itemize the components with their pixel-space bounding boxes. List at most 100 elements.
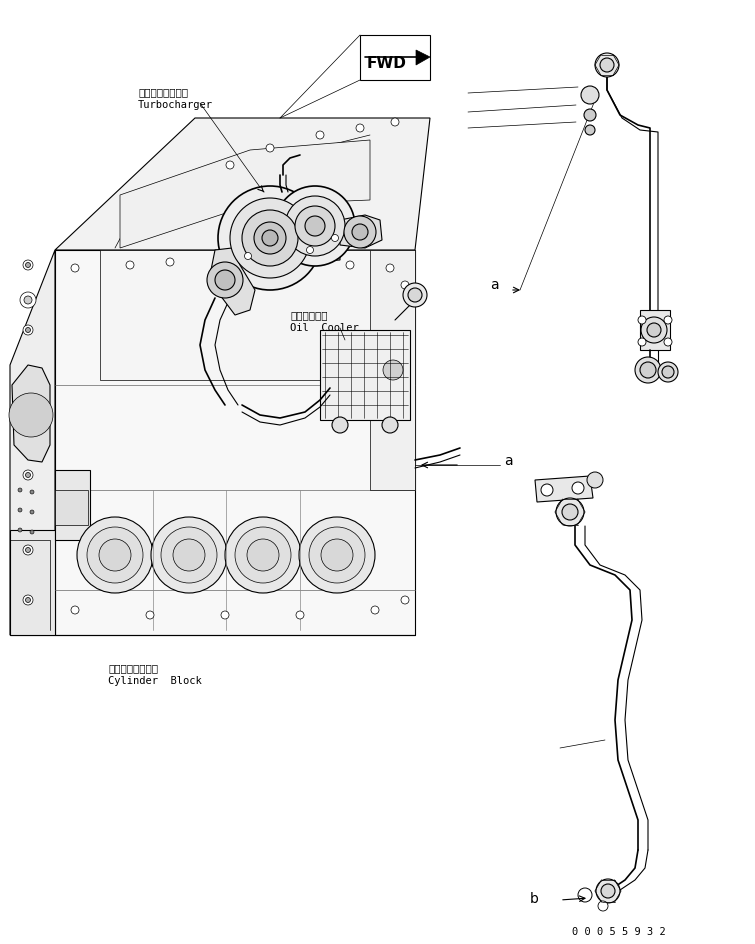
Text: a: a bbox=[490, 278, 498, 292]
Text: a: a bbox=[504, 454, 513, 468]
Circle shape bbox=[587, 472, 603, 488]
Circle shape bbox=[584, 109, 596, 121]
Circle shape bbox=[383, 360, 403, 380]
Circle shape bbox=[321, 539, 353, 571]
Circle shape bbox=[309, 527, 365, 583]
Circle shape bbox=[26, 598, 30, 602]
Circle shape bbox=[295, 206, 335, 246]
Polygon shape bbox=[10, 250, 55, 635]
Polygon shape bbox=[10, 530, 55, 635]
Circle shape bbox=[640, 362, 656, 378]
Text: オイルクーラ: オイルクーラ bbox=[290, 310, 328, 320]
Circle shape bbox=[23, 595, 33, 605]
Circle shape bbox=[18, 508, 22, 512]
Circle shape bbox=[581, 86, 599, 104]
Circle shape bbox=[562, 504, 578, 520]
Circle shape bbox=[331, 234, 338, 242]
Circle shape bbox=[352, 224, 368, 240]
Circle shape bbox=[221, 611, 229, 619]
Circle shape bbox=[87, 527, 143, 583]
Circle shape bbox=[26, 548, 30, 552]
Circle shape bbox=[408, 288, 422, 302]
Circle shape bbox=[161, 527, 217, 583]
Circle shape bbox=[26, 262, 30, 267]
Circle shape bbox=[26, 328, 30, 332]
Circle shape bbox=[391, 118, 399, 126]
Circle shape bbox=[254, 222, 286, 254]
Circle shape bbox=[316, 131, 324, 139]
Polygon shape bbox=[320, 330, 410, 420]
Circle shape bbox=[296, 611, 304, 619]
Polygon shape bbox=[640, 310, 670, 350]
Text: 0 0 0 5 5 9 3 2: 0 0 0 5 5 9 3 2 bbox=[572, 927, 666, 937]
Polygon shape bbox=[100, 250, 380, 380]
Circle shape bbox=[332, 417, 348, 433]
Circle shape bbox=[578, 888, 592, 902]
Circle shape bbox=[285, 196, 345, 256]
Polygon shape bbox=[360, 35, 430, 80]
Text: b: b bbox=[530, 892, 539, 906]
Circle shape bbox=[23, 545, 33, 555]
Circle shape bbox=[242, 210, 298, 266]
Circle shape bbox=[356, 124, 364, 132]
Text: FWD: FWD bbox=[367, 57, 407, 72]
Text: シリンダブロック: シリンダブロック bbox=[108, 663, 158, 673]
Circle shape bbox=[541, 484, 553, 496]
Polygon shape bbox=[416, 50, 430, 65]
Polygon shape bbox=[370, 250, 415, 490]
Circle shape bbox=[226, 161, 234, 169]
Circle shape bbox=[207, 262, 243, 298]
Circle shape bbox=[23, 470, 33, 480]
Circle shape bbox=[635, 357, 661, 383]
Text: Cylinder  Block: Cylinder Block bbox=[108, 676, 202, 686]
Circle shape bbox=[572, 482, 584, 494]
Circle shape bbox=[664, 316, 672, 324]
Circle shape bbox=[99, 539, 131, 571]
Circle shape bbox=[275, 186, 355, 266]
Circle shape bbox=[151, 517, 227, 593]
Circle shape bbox=[71, 264, 79, 272]
Circle shape bbox=[146, 611, 154, 619]
Polygon shape bbox=[210, 248, 255, 315]
Circle shape bbox=[23, 325, 33, 335]
Circle shape bbox=[26, 473, 30, 478]
Circle shape bbox=[401, 596, 409, 604]
Circle shape bbox=[173, 539, 205, 571]
Circle shape bbox=[598, 901, 608, 911]
Circle shape bbox=[71, 606, 79, 614]
Polygon shape bbox=[55, 118, 430, 250]
Circle shape bbox=[245, 252, 251, 260]
Polygon shape bbox=[12, 365, 50, 462]
Circle shape bbox=[30, 490, 34, 494]
Circle shape bbox=[641, 317, 667, 343]
Circle shape bbox=[386, 264, 394, 272]
Circle shape bbox=[401, 281, 409, 289]
Circle shape bbox=[257, 231, 263, 239]
Circle shape bbox=[126, 261, 134, 269]
Text: Oil  Cooler: Oil Cooler bbox=[290, 323, 359, 333]
Circle shape bbox=[556, 498, 584, 526]
Polygon shape bbox=[55, 490, 88, 525]
Circle shape bbox=[403, 283, 427, 307]
Circle shape bbox=[596, 879, 620, 903]
Circle shape bbox=[346, 261, 354, 269]
Polygon shape bbox=[120, 140, 370, 248]
Circle shape bbox=[382, 417, 398, 433]
Circle shape bbox=[24, 296, 32, 304]
Polygon shape bbox=[340, 215, 382, 248]
Circle shape bbox=[377, 354, 409, 386]
Circle shape bbox=[166, 258, 174, 266]
Circle shape bbox=[215, 270, 235, 290]
Circle shape bbox=[664, 338, 672, 346]
Circle shape bbox=[262, 230, 278, 246]
Circle shape bbox=[225, 517, 301, 593]
Circle shape bbox=[30, 530, 34, 534]
Circle shape bbox=[235, 527, 291, 583]
Circle shape bbox=[218, 186, 322, 290]
Circle shape bbox=[371, 606, 379, 614]
Polygon shape bbox=[535, 476, 593, 502]
Circle shape bbox=[9, 393, 53, 437]
Circle shape bbox=[30, 510, 34, 514]
Circle shape bbox=[18, 528, 22, 532]
Circle shape bbox=[585, 125, 595, 135]
